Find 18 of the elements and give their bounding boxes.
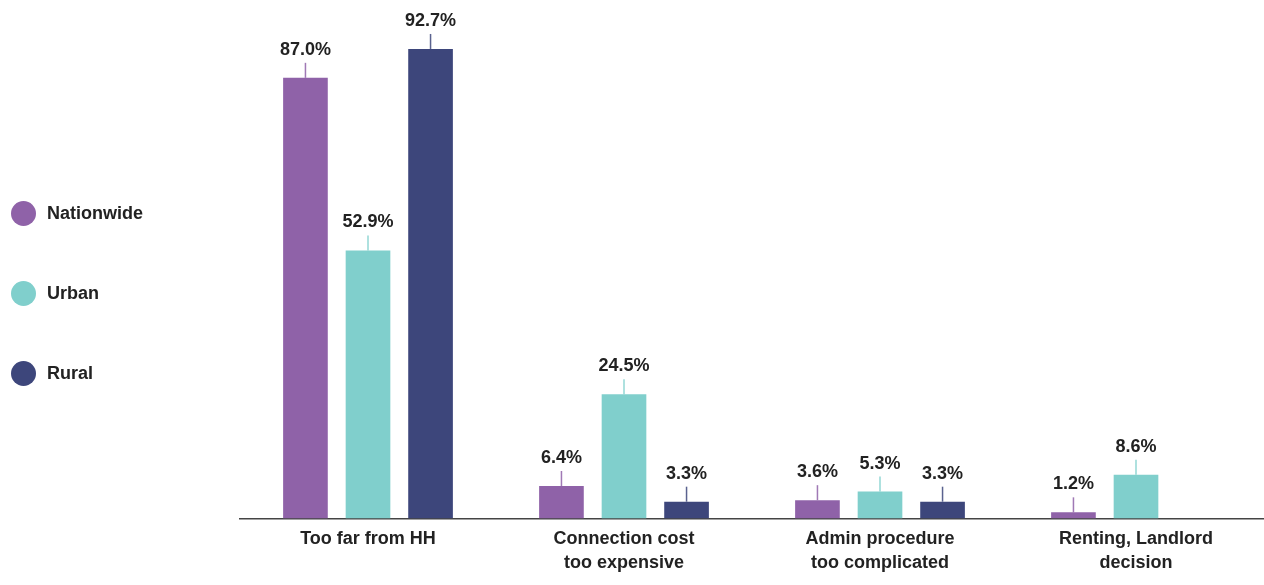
- x-tick-label: Too far from HH: [300, 527, 436, 548]
- x-tick-label: Renting, Landlord decision: [1059, 527, 1213, 572]
- data-label: 1.2%: [1052, 473, 1094, 494]
- data-label: 8.6%: [1115, 435, 1157, 456]
- legend-label: Nationwide: [47, 202, 144, 224]
- data-label: 3.3%: [922, 462, 964, 483]
- data-label: 3.3%: [666, 462, 708, 483]
- data-label: 24.5%: [598, 355, 650, 376]
- data-label: 3.6%: [796, 461, 838, 482]
- data-label: 92.7%: [405, 9, 457, 30]
- data-label: 87.0%: [279, 38, 331, 59]
- x-tick-label: Admin procedure too complicated: [805, 527, 955, 572]
- data-label: 52.9%: [342, 211, 394, 232]
- data-label: 5.3%: [859, 452, 901, 473]
- data-label: 6.4%: [540, 446, 582, 467]
- legend-label: Urban: [47, 282, 100, 304]
- x-tick-label: Connection cost too expensive: [553, 527, 695, 572]
- legend-label: Rural: [47, 362, 94, 384]
